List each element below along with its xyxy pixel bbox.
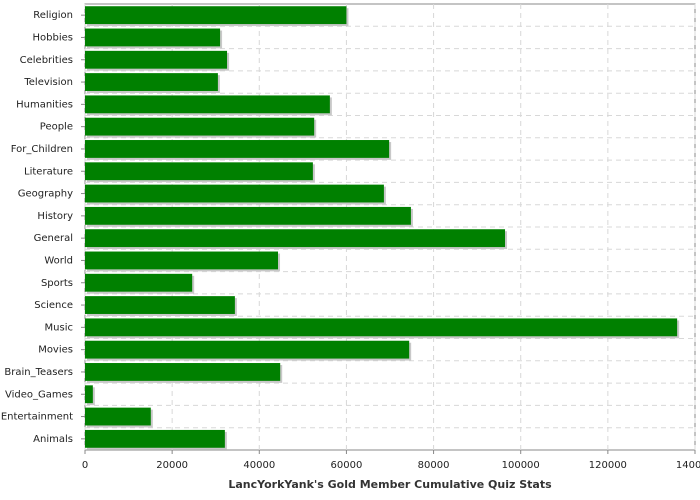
x-tick-label: 40000 <box>243 460 275 471</box>
y-tick-label: Entertainment <box>1 412 73 423</box>
y-tick-label: World <box>44 255 73 266</box>
y-tick-label: Celebrities <box>20 55 73 66</box>
x-tick-label: 20000 <box>156 460 188 471</box>
bar <box>85 117 315 136</box>
bar <box>85 407 151 426</box>
bar <box>85 318 678 337</box>
y-tick-label: Literature <box>24 166 73 177</box>
x-tick-label: 60000 <box>331 460 363 471</box>
y-tick-label: Movies <box>38 345 73 356</box>
y-tick-label: Science <box>34 300 73 311</box>
y-tick-label: Brain_Teasers <box>4 367 73 378</box>
y-tick-label: Video_Games <box>5 389 73 400</box>
x-tick-label: 80000 <box>418 460 450 471</box>
y-tick-label: Geography <box>18 189 73 200</box>
x-tick-label: 120000 <box>589 460 627 471</box>
bar <box>85 340 410 359</box>
bar <box>85 184 384 203</box>
bar <box>85 206 411 225</box>
y-tick-label: Music <box>45 322 73 333</box>
bar <box>85 73 218 91</box>
y-tick-label: Sports <box>41 278 73 289</box>
bar <box>85 6 347 25</box>
y-tick-label: History <box>37 211 73 222</box>
bar <box>85 363 281 381</box>
y-tick-label: Hobbies <box>33 32 73 43</box>
y-tick-label: For_Children <box>11 144 73 155</box>
bar <box>85 385 93 404</box>
x-tick-label: 100000 <box>502 460 540 471</box>
bar <box>85 296 235 314</box>
bar <box>85 95 330 114</box>
y-tick-label: Animals <box>33 434 73 445</box>
y-tick-label: General <box>34 233 73 244</box>
y-tick-label: Religion <box>33 10 73 21</box>
y-tick-label: Humanities <box>16 99 73 110</box>
chart-title: LancYorkYank's Gold Member Cumulative Qu… <box>228 478 552 491</box>
bar <box>85 162 313 181</box>
x-tick-label: 140000 <box>676 460 700 471</box>
bar <box>85 28 221 47</box>
bar <box>85 273 193 292</box>
bar <box>85 229 506 248</box>
bar <box>85 140 390 158</box>
bar <box>85 50 228 69</box>
x-tick-label: 0 <box>82 460 88 471</box>
bar <box>85 251 279 270</box>
y-tick-label: People <box>40 122 73 133</box>
bar <box>85 429 225 448</box>
y-tick-label: Television <box>23 77 73 88</box>
